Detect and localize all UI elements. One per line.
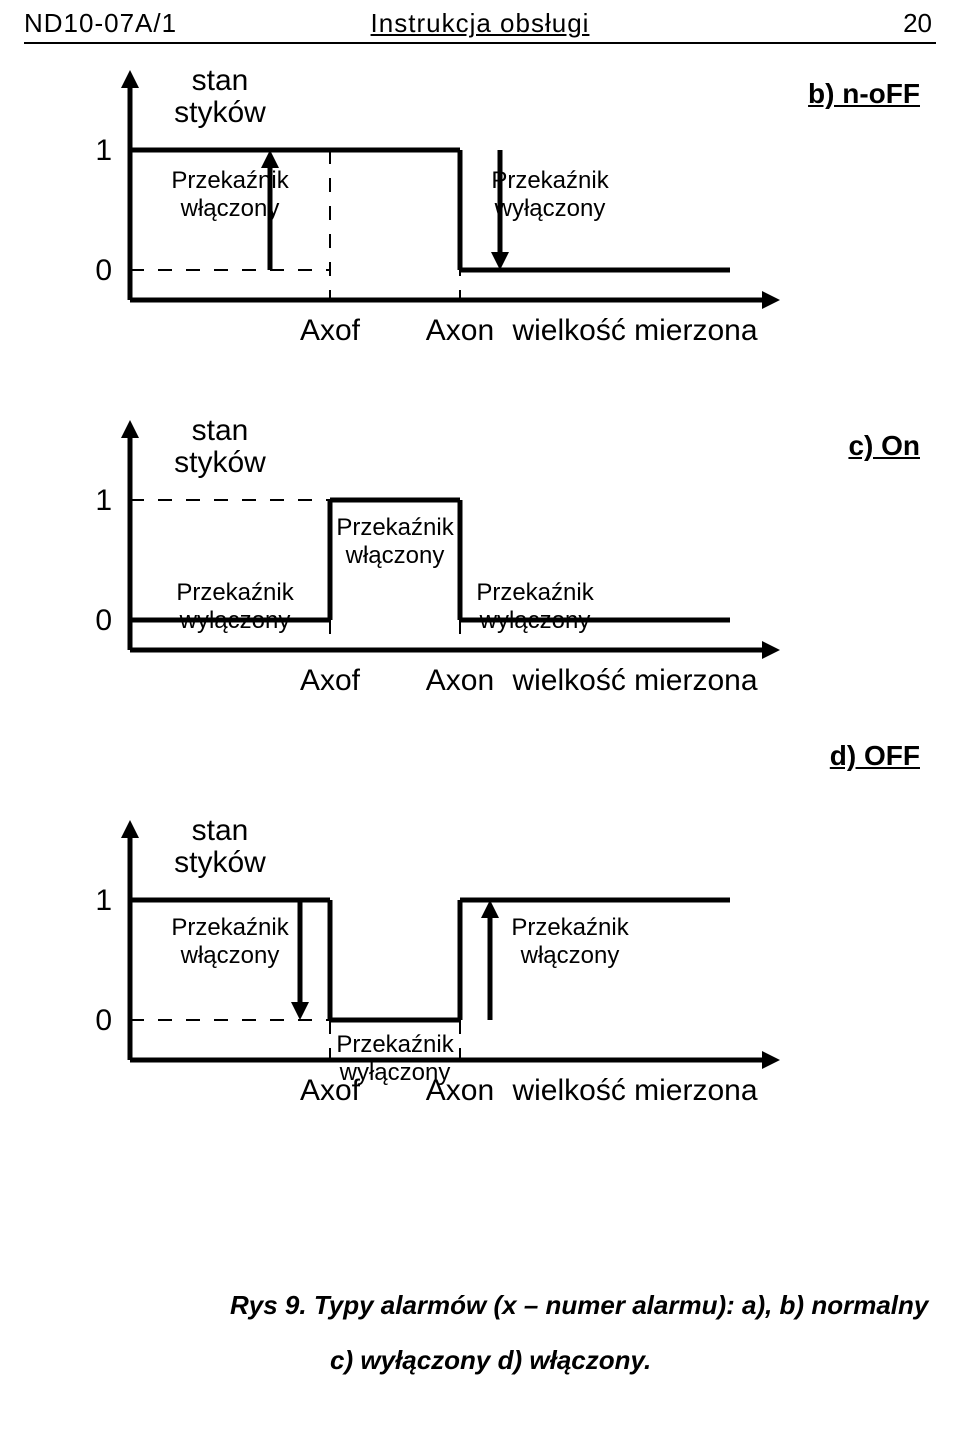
svg-text:Axon: Axon — [426, 314, 494, 347]
figure-caption-line1: Rys 9. Typy alarmów (x – numer alarmu): … — [230, 1290, 928, 1321]
svg-text:Przekaźnik: Przekaźnik — [336, 514, 454, 541]
svg-text:1: 1 — [95, 484, 112, 517]
svg-text:włączony: włączony — [180, 942, 280, 969]
svg-text:Axof: Axof — [300, 1074, 361, 1107]
svg-text:0: 0 — [95, 254, 112, 287]
svg-text:wyłączony: wyłączony — [479, 607, 591, 634]
label-c-on: c) On — [848, 430, 920, 462]
svg-text:włączony: włączony — [345, 542, 445, 569]
svg-text:styków: styków — [174, 446, 266, 479]
panel-c-svg: stanstyków10PrzekaźnikwyłączonyPrzekaźni… — [70, 410, 810, 710]
svg-text:0: 0 — [95, 604, 112, 637]
svg-text:Przekaźnik: Przekaźnik — [171, 914, 289, 941]
svg-text:styków: styków — [174, 96, 266, 129]
svg-text:Przekaźnik: Przekaźnik — [491, 167, 609, 194]
header-left: ND10-07A/1 — [24, 8, 177, 39]
header-center: Instrukcja obsługi — [371, 8, 590, 39]
panel-b-svg: stanstyków10PrzekaźnikwłączonyPrzekaźnik… — [70, 60, 810, 360]
figure-caption-line2: c) wyłączony d) włączony. — [330, 1345, 651, 1376]
svg-text:wyłączony: wyłączony — [494, 195, 606, 222]
svg-text:Axon: Axon — [426, 1074, 494, 1107]
label-b-noff: b) n-oFF — [808, 78, 920, 110]
svg-text:styków: styków — [174, 846, 266, 879]
svg-text:Przekaźnik: Przekaźnik — [171, 167, 289, 194]
page-header: ND10-07A/1 Instrukcja obsługi 20 — [0, 0, 960, 46]
header-right: 20 — [903, 8, 932, 39]
svg-text:Przekaźnik: Przekaźnik — [511, 914, 629, 941]
svg-text:Przekaźnik: Przekaźnik — [476, 579, 594, 606]
svg-text:Axof: Axof — [300, 314, 361, 347]
svg-text:0: 0 — [95, 1004, 112, 1037]
svg-text:włączony: włączony — [180, 195, 280, 222]
svg-text:wielkość mierzona: wielkość mierzona — [511, 664, 757, 697]
panel-d-svg: stanstyków10PrzekaźnikwłączonyPrzekaźnik… — [70, 810, 810, 1120]
svg-text:stan: stan — [192, 814, 249, 847]
svg-text:stan: stan — [192, 414, 249, 447]
svg-text:Przekaźnik: Przekaźnik — [336, 1031, 454, 1058]
svg-text:wielkość mierzona: wielkość mierzona — [511, 1074, 757, 1107]
svg-text:Przekaźnik: Przekaźnik — [176, 579, 294, 606]
svg-text:stan: stan — [192, 64, 249, 97]
svg-text:włączony: włączony — [520, 942, 620, 969]
header-rule — [24, 42, 936, 44]
svg-text:Axof: Axof — [300, 664, 361, 697]
svg-text:1: 1 — [95, 884, 112, 917]
svg-text:1: 1 — [95, 134, 112, 167]
svg-text:Axon: Axon — [426, 664, 494, 697]
label-d-off: d) OFF — [830, 740, 920, 772]
svg-text:wyłączony: wyłączony — [179, 607, 291, 634]
svg-text:wielkość mierzona: wielkość mierzona — [511, 314, 757, 347]
